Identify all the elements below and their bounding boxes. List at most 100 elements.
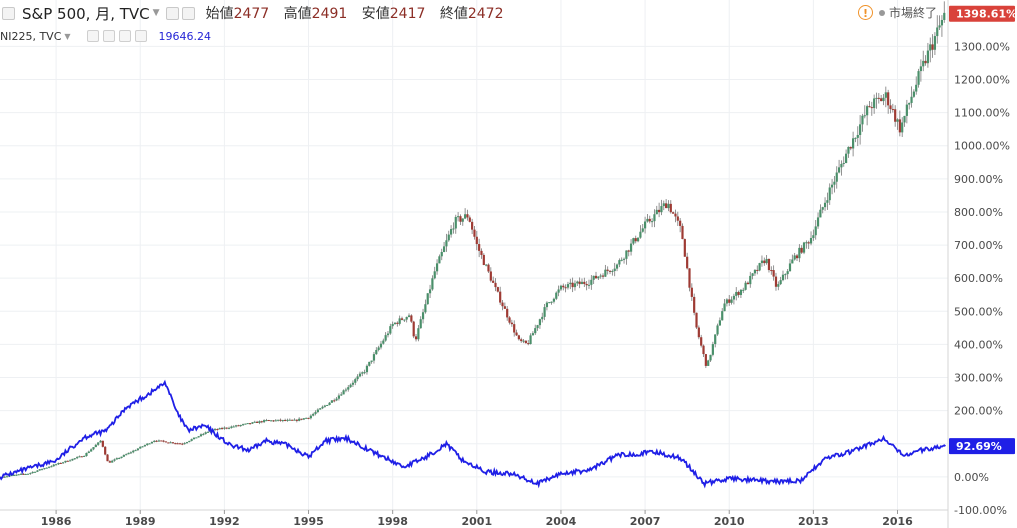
candle-body: [330, 400, 333, 403]
candle: [69, 459, 72, 462]
market-status[interactable]: ! 市場終了: [857, 4, 937, 21]
candle: [433, 266, 436, 280]
candle: [830, 179, 834, 195]
candle-body: [777, 284, 780, 287]
candle: [772, 265, 775, 281]
candle-body: [875, 97, 878, 99]
candle-body: [188, 440, 191, 443]
candle: [279, 418, 282, 422]
candle-body: [653, 214, 656, 222]
candle: [873, 94, 876, 114]
overlay-symbol[interactable]: NI225, TVC: [0, 29, 62, 43]
candle-body: [300, 418, 303, 420]
candle: [188, 440, 191, 443]
candle: [562, 283, 565, 291]
candle-body: [94, 444, 97, 448]
candle-body: [793, 255, 796, 260]
chevron-down-icon[interactable]: ▼: [64, 31, 71, 41]
settings-icon[interactable]: [102, 30, 115, 42]
candle: [398, 315, 401, 326]
candle-body: [382, 340, 385, 344]
candle-body: [351, 382, 355, 385]
candle: [391, 321, 394, 329]
candle: [774, 272, 778, 291]
candle-body: [527, 343, 530, 345]
candle-body: [302, 418, 305, 420]
candle: [424, 299, 427, 314]
candle-body: [569, 282, 572, 285]
collapse-icon[interactable]: [2, 6, 15, 20]
candle: [781, 270, 785, 282]
candle-body: [940, 19, 944, 26]
candle: [384, 332, 387, 342]
candle: [513, 320, 516, 337]
x-tick-label: 1995: [293, 515, 324, 528]
candle: [891, 103, 894, 113]
candle-body: [809, 237, 813, 244]
candle-body: [333, 400, 336, 402]
candle: [36, 470, 39, 473]
candle-body: [468, 217, 471, 222]
candle: [611, 269, 614, 276]
candle: [382, 338, 385, 345]
candle-body: [419, 319, 422, 329]
candle-body: [171, 442, 175, 444]
candle: [641, 223, 644, 233]
open-label: 始値: [205, 6, 234, 22]
main-symbol[interactable]: S&P 500, 月, TVC: [22, 4, 150, 23]
candle: [405, 316, 408, 323]
eye-icon[interactable]: [86, 30, 99, 42]
candle: [426, 293, 429, 305]
candle-body: [606, 269, 609, 271]
candle: [73, 458, 76, 460]
close-icon[interactable]: [134, 30, 147, 42]
chevron-down-icon[interactable]: ▼: [152, 8, 160, 18]
candle: [295, 419, 298, 423]
candle-body: [417, 328, 420, 340]
candle-body: [704, 354, 707, 366]
candle-body: [43, 468, 46, 470]
candle-body: [618, 260, 621, 265]
candle-body: [583, 281, 586, 284]
candle: [291, 419, 294, 421]
candle: [648, 215, 651, 224]
candle-body: [5, 476, 9, 478]
candle: [833, 176, 836, 193]
candle: [31, 471, 34, 474]
candle: [522, 338, 525, 344]
ni225-last-badge-text: 92.69%: [956, 440, 1002, 453]
candle: [784, 273, 787, 280]
candle: [71, 458, 74, 461]
candle: [471, 218, 474, 235]
candle: [274, 419, 277, 422]
candle: [66, 460, 69, 462]
add-icon[interactable]: [118, 30, 131, 42]
candle-body: [319, 408, 322, 410]
candle: [933, 32, 937, 55]
candle-body: [139, 446, 142, 449]
candle: [651, 218, 654, 228]
candle: [679, 218, 682, 233]
ni225-last-badge: 92.69%: [949, 438, 1015, 455]
candle-body: [225, 427, 228, 429]
candle: [798, 244, 801, 263]
candle-body: [695, 312, 698, 328]
candle: [169, 441, 172, 444]
candle: [80, 456, 83, 458]
candle-body: [153, 440, 156, 443]
candle: [113, 458, 116, 462]
sp500-last-badge: 1398.61%: [949, 5, 1017, 22]
settings-icon[interactable]: [181, 6, 195, 20]
candle-body: [830, 184, 834, 188]
eye-icon[interactable]: [165, 6, 179, 20]
candle-body: [342, 390, 345, 395]
candle: [842, 156, 845, 167]
candle-body: [786, 271, 789, 275]
low-value: 2417: [389, 6, 426, 22]
y-tick-label: 700.00%: [954, 239, 1003, 252]
candle-body: [594, 275, 598, 279]
candle: [111, 459, 114, 463]
candle: [884, 86, 887, 108]
candle: [770, 266, 773, 275]
